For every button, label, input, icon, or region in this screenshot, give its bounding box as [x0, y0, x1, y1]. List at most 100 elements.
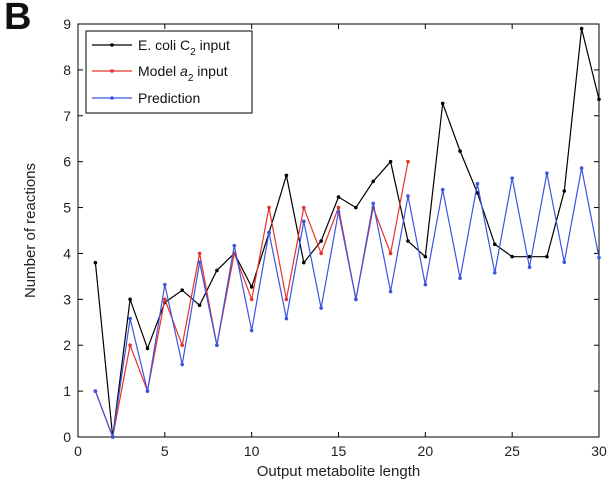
data-point: [284, 316, 289, 321]
data-point: [597, 255, 601, 260]
data-point: [354, 205, 358, 210]
data-point: [579, 26, 584, 31]
data-point: [93, 389, 98, 393]
legend-marker: [110, 96, 114, 100]
data-point: [440, 101, 445, 106]
legend-label-part: input: [193, 63, 227, 79]
data-point: [527, 265, 532, 270]
series-line: [94, 167, 600, 440]
y-tick-label: 9: [63, 16, 71, 32]
data-point: [284, 297, 289, 302]
data-point: [336, 195, 341, 199]
data-point: [406, 194, 410, 198]
legend-label: Prediction: [138, 90, 200, 106]
x-tick-label: 15: [331, 443, 347, 459]
data-point: [180, 362, 184, 367]
data-point: [493, 270, 497, 275]
data-point: [562, 260, 567, 264]
data-point: [510, 176, 514, 180]
x-axis-label: Output metabolite length: [257, 463, 420, 480]
data-point: [267, 230, 271, 235]
data-point: [232, 243, 237, 248]
data-point: [388, 251, 393, 256]
x-tick-label: 25: [504, 443, 520, 459]
legend-label: Model a2 input: [138, 63, 228, 84]
data-point: [197, 260, 202, 264]
data-point: [597, 97, 601, 102]
data-point: [180, 288, 184, 292]
data-point: [197, 251, 202, 256]
data-point: [301, 205, 306, 210]
data-point: [145, 389, 150, 393]
data-point: [475, 181, 480, 186]
legend-label-part: E. coli C: [138, 37, 190, 53]
legend-label-part: a: [180, 63, 188, 79]
data-point: [163, 297, 167, 302]
data-point: [336, 209, 341, 214]
legend-marker: [110, 43, 114, 47]
data-point: [510, 254, 514, 259]
x-tick-label: 0: [74, 443, 82, 459]
data-point: [128, 297, 132, 302]
data-point: [267, 205, 271, 210]
y-axis-label: Number of reactions: [22, 163, 39, 298]
data-point: [319, 251, 323, 256]
legend-label-part: 2: [188, 73, 194, 84]
data-point: [215, 343, 219, 348]
y-tick-label: 3: [63, 291, 71, 307]
data-point: [93, 260, 98, 265]
data-point: [319, 306, 323, 310]
data-point: [545, 171, 549, 175]
data-point: [354, 297, 358, 302]
data-point: [180, 343, 184, 348]
data-point: [545, 254, 549, 259]
data-point: [371, 201, 376, 206]
data-point: [388, 159, 393, 164]
data-point: [163, 282, 167, 287]
legend-marker: [110, 69, 114, 73]
data-point: [249, 297, 254, 302]
y-tick-label: 7: [63, 108, 71, 124]
axis-ticks: 0 5 10 15 20 25 30 0 1 2 3 4 5 6 7 8 9: [63, 16, 607, 459]
data-point: [197, 303, 202, 308]
x-tick-label: 20: [418, 443, 434, 459]
data-point: [579, 166, 584, 170]
data-point: [423, 282, 428, 287]
y-tick-label: 2: [63, 337, 71, 353]
data-point: [406, 159, 410, 164]
x-tick-label: 10: [244, 443, 260, 459]
legend-label-part: 2: [190, 47, 196, 58]
data-point: [527, 254, 532, 259]
y-tick-label: 6: [63, 154, 71, 170]
series-line: [94, 28, 600, 438]
data-point: [562, 189, 567, 193]
legend-label-part: Prediction: [138, 90, 200, 106]
data-point: [301, 219, 306, 224]
data-point: [145, 346, 150, 351]
data-point: [336, 205, 341, 210]
legend-label-part: Model: [138, 63, 180, 79]
x-tick-label: 30: [591, 443, 607, 459]
data-point: [371, 179, 376, 184]
legend-label: E. coli C2 input: [138, 37, 230, 58]
y-tick-label: 4: [63, 245, 71, 261]
x-tick-label: 5: [161, 443, 169, 459]
data-point: [319, 239, 323, 243]
series-layer: [93, 26, 601, 440]
data-point: [423, 254, 428, 259]
data-point: [128, 343, 132, 348]
data-point: [110, 435, 115, 439]
data-point: [493, 242, 497, 247]
data-point: [475, 191, 480, 195]
panel-label: B: [4, 0, 32, 38]
data-point: [458, 149, 462, 153]
data-point: [458, 276, 462, 281]
y-tick-label: 1: [63, 383, 71, 399]
data-point: [406, 239, 410, 243]
data-point: [440, 187, 445, 192]
data-point: [284, 173, 289, 178]
y-tick-label: 5: [63, 200, 71, 216]
data-point: [249, 285, 254, 289]
